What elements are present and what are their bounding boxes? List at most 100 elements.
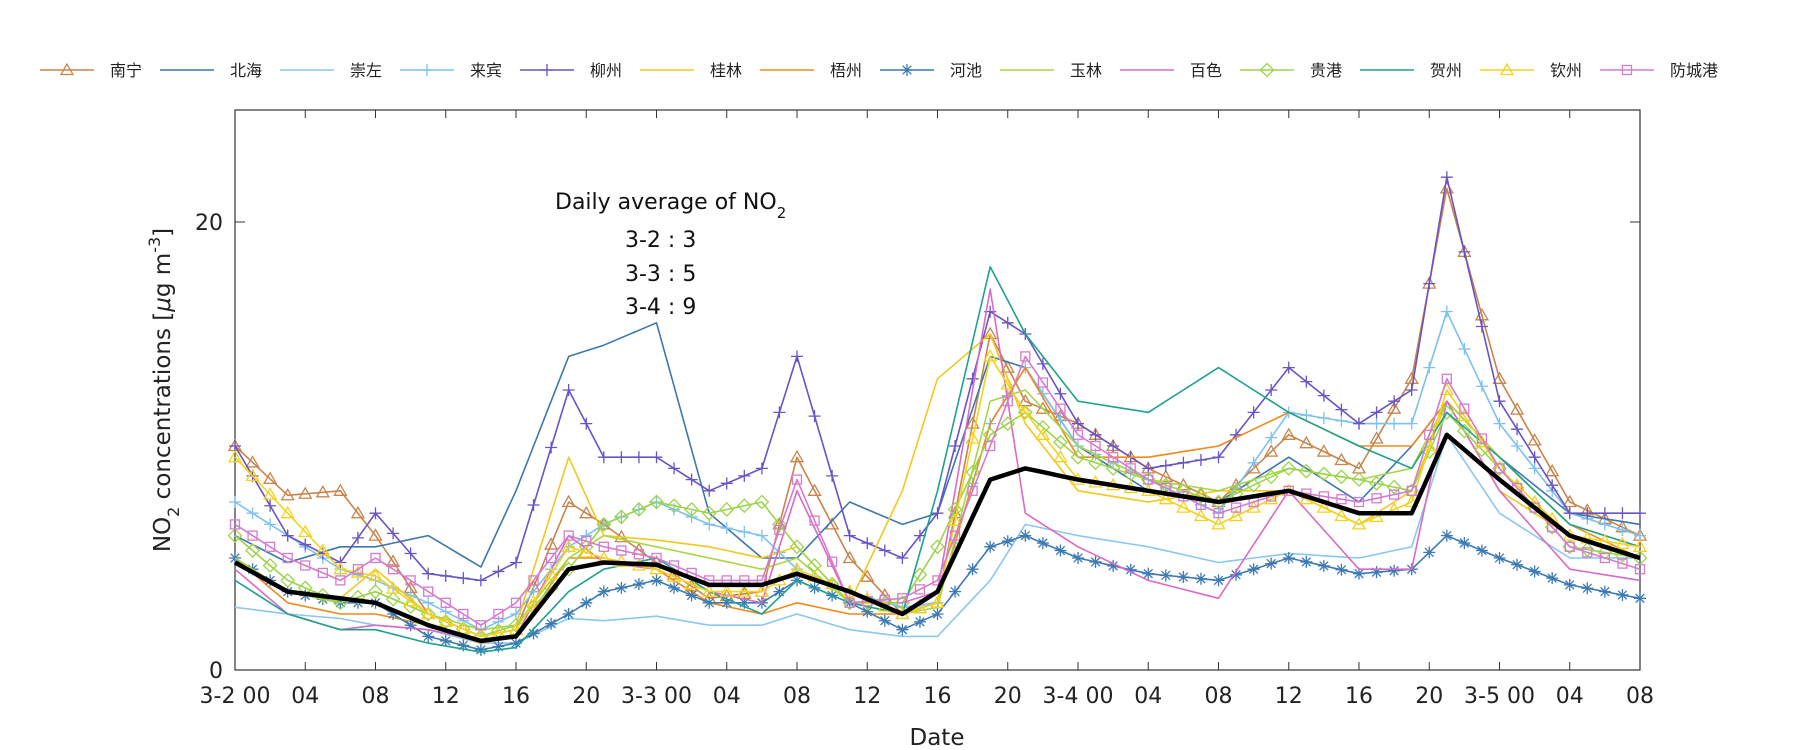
data-point	[773, 406, 786, 419]
y-tick-label: 0	[209, 659, 223, 684]
data-point	[1634, 592, 1646, 605]
data-point	[474, 643, 487, 656]
x-tick-label: 12	[432, 684, 460, 709]
legend-label: 南宁	[110, 61, 142, 80]
data-point	[1264, 444, 1279, 457]
data-point	[754, 494, 770, 510]
data-point	[1159, 459, 1172, 472]
data-point	[1335, 563, 1348, 576]
data-point	[404, 547, 417, 560]
data-point	[387, 608, 400, 620]
data-point	[1054, 544, 1067, 557]
data-point	[315, 484, 330, 498]
x-tick-label: 08	[1205, 684, 1233, 709]
data-point	[1387, 401, 1402, 414]
data-point	[1335, 414, 1348, 427]
data-point	[738, 469, 751, 482]
data-point	[315, 587, 331, 603]
data-point	[1475, 320, 1488, 333]
data-point	[703, 484, 716, 497]
data-point	[1000, 360, 1015, 373]
data-point	[581, 536, 592, 547]
data-point	[1632, 539, 1648, 552]
data-point	[666, 569, 682, 582]
data-point	[947, 513, 963, 526]
data-point	[561, 494, 576, 508]
data-point	[385, 591, 401, 607]
data-point	[720, 522, 733, 535]
data-point	[965, 431, 980, 444]
data-point	[350, 589, 366, 605]
data-point	[1193, 488, 1209, 504]
data-point	[1456, 423, 1472, 439]
series-钦州	[227, 349, 1648, 642]
legend-label: 桂林	[710, 61, 742, 80]
y-axis-title: NO2 concentrations [μg m-3]	[145, 228, 183, 552]
data-point	[738, 525, 751, 538]
data-point	[562, 608, 575, 620]
data-point	[368, 584, 383, 600]
data-point	[227, 528, 243, 544]
data-point	[493, 608, 504, 620]
data-point	[439, 634, 452, 647]
data-point	[580, 417, 593, 430]
data-point	[615, 581, 628, 594]
x-tick-label: 04	[1556, 684, 1584, 709]
data-point	[1563, 507, 1576, 520]
data-point	[1263, 469, 1279, 485]
data-point	[1369, 509, 1384, 523]
data-point	[1598, 507, 1611, 520]
data-point	[545, 441, 558, 454]
data-point	[352, 564, 364, 575]
data-point	[1246, 477, 1262, 493]
data-point	[1107, 452, 1119, 463]
legend-item: 贵港	[1240, 61, 1342, 80]
data-point	[333, 483, 348, 496]
data-point	[528, 575, 539, 586]
data-point	[1316, 500, 1331, 513]
data-point	[1300, 555, 1313, 568]
data-point	[791, 350, 803, 363]
series-line	[234, 187, 1641, 638]
x-tick-label: 04	[713, 684, 741, 709]
data-point	[1370, 406, 1383, 419]
series-柳州	[229, 171, 1646, 587]
data-point	[1194, 454, 1207, 466]
legend-label: 百色	[1190, 61, 1222, 80]
data-point	[1002, 396, 1013, 407]
data-point	[650, 451, 663, 464]
data-point	[703, 596, 716, 609]
data-point	[527, 498, 540, 511]
data-point	[300, 560, 311, 571]
data-point	[1070, 449, 1086, 465]
data-point	[1053, 449, 1068, 463]
data-point	[1388, 489, 1400, 500]
data-point	[458, 608, 469, 620]
data-point	[984, 540, 997, 553]
data-point	[544, 537, 559, 550]
data-point	[1388, 417, 1401, 430]
data-point	[1440, 171, 1453, 184]
data-point	[1581, 582, 1594, 595]
data-point	[1176, 500, 1191, 513]
data-point	[423, 586, 434, 597]
data-point	[1020, 351, 1031, 362]
data-point	[1298, 463, 1314, 479]
data-point	[843, 529, 856, 542]
y-tick-label: 20	[195, 211, 223, 236]
legend-item: 贺州	[1360, 61, 1462, 80]
axis-ticks: 3-2 00 04 08 12 16 20 3-3 00 04 08 12 16 20 3-4 00 04…	[195, 110, 1654, 709]
data-point	[1105, 460, 1121, 476]
data-point	[596, 516, 612, 532]
data-point	[1458, 342, 1471, 355]
data-point	[1334, 452, 1349, 466]
data-point	[826, 469, 839, 482]
data-point	[246, 507, 259, 520]
data-point	[613, 509, 629, 525]
data-point	[317, 567, 328, 579]
data-point	[616, 545, 627, 556]
data-point	[1317, 412, 1330, 424]
data-point	[1124, 563, 1137, 576]
x-tick-label: 3-2 00	[200, 684, 271, 709]
data-point	[1158, 491, 1173, 505]
